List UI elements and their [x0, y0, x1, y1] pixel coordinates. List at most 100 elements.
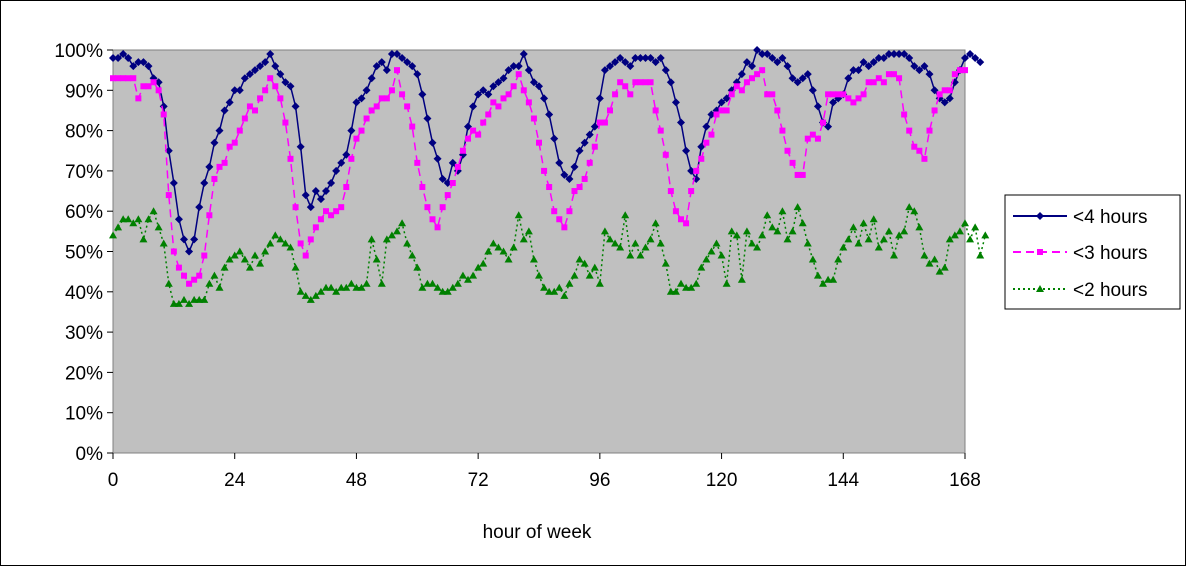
data-point	[347, 279, 356, 287]
data-point	[570, 162, 579, 171]
data-point	[200, 178, 209, 187]
data-point	[768, 223, 777, 231]
data-point	[373, 103, 380, 110]
data-point	[424, 204, 431, 211]
series-3	[109, 203, 990, 307]
data-point	[702, 122, 711, 131]
data-point	[190, 235, 199, 244]
x-tick-label: 72	[468, 470, 489, 491]
data-point	[844, 74, 853, 83]
data-point	[514, 211, 523, 219]
data-point	[443, 178, 452, 187]
data-point	[230, 86, 239, 95]
data-point	[226, 143, 233, 150]
data-point	[667, 188, 674, 195]
data-point	[216, 163, 223, 170]
data-point	[383, 95, 390, 102]
data-point	[428, 279, 437, 287]
data-point	[134, 215, 143, 223]
data-point	[793, 78, 802, 87]
data-point	[246, 103, 253, 110]
data-point	[180, 295, 188, 303]
data-point	[595, 279, 604, 287]
data-point	[910, 207, 919, 215]
data-point	[377, 279, 386, 287]
data-point	[754, 71, 761, 78]
legend-label-series-3: <2 hours	[1073, 280, 1147, 301]
data-point	[159, 239, 168, 247]
data-point	[186, 280, 193, 287]
data-point	[840, 91, 847, 98]
data-point	[550, 134, 559, 143]
data-point	[869, 215, 878, 223]
data-point	[342, 283, 351, 291]
data-point	[475, 131, 482, 138]
data-point	[925, 259, 934, 267]
data-point	[622, 83, 629, 90]
y-tick-label: 80%	[65, 122, 103, 143]
data-point	[174, 215, 183, 224]
data-point	[328, 212, 335, 219]
data-point	[945, 94, 954, 103]
data-point	[484, 247, 493, 255]
data-point	[555, 158, 564, 167]
data-point	[895, 231, 904, 239]
data-point	[347, 126, 356, 135]
data-point	[322, 283, 330, 291]
data-point	[713, 111, 720, 118]
x-tick-label: 96	[589, 470, 610, 491]
data-point	[936, 91, 943, 98]
data-point	[465, 135, 471, 142]
data-point	[225, 255, 234, 263]
data-point	[327, 178, 336, 187]
data-point	[748, 239, 756, 247]
data-point	[342, 150, 351, 159]
data-point	[565, 174, 574, 183]
data-point	[251, 66, 259, 75]
data-point	[845, 95, 852, 102]
data-point	[890, 251, 898, 259]
data-point	[595, 94, 604, 103]
data-point	[591, 143, 598, 150]
data-point	[367, 74, 376, 83]
y-tick-label: 10%	[65, 404, 103, 425]
data-point	[439, 204, 446, 211]
data-point	[438, 174, 447, 183]
data-point	[900, 227, 909, 235]
data-point	[546, 184, 553, 191]
data-point	[551, 208, 558, 215]
data-point	[763, 211, 772, 219]
data-point	[174, 299, 183, 307]
data-point	[764, 91, 771, 98]
data-point	[697, 142, 706, 151]
data-point	[879, 235, 888, 243]
data-point	[499, 74, 508, 83]
data-point	[773, 58, 782, 67]
data-point	[707, 247, 716, 255]
data-point	[109, 54, 117, 63]
data-point	[520, 87, 527, 94]
data-point	[636, 54, 645, 63]
data-point	[839, 243, 848, 251]
data-point	[144, 215, 153, 223]
data-point	[165, 192, 172, 199]
data-point	[428, 138, 437, 147]
data-point	[109, 231, 117, 239]
data-point	[230, 251, 239, 259]
data-point	[804, 135, 811, 142]
data-point	[175, 264, 182, 271]
data-point	[601, 119, 608, 126]
data-point	[215, 126, 224, 135]
data-point	[438, 287, 447, 295]
data-point	[834, 255, 843, 263]
data-point	[160, 111, 167, 118]
data-point	[474, 263, 483, 271]
data-point	[844, 235, 853, 243]
data-point	[915, 223, 924, 231]
data-point	[799, 171, 806, 178]
data-point	[900, 50, 909, 59]
data-point	[550, 287, 559, 295]
data-point	[910, 62, 919, 71]
data-point	[337, 158, 346, 167]
data-point	[302, 252, 309, 259]
